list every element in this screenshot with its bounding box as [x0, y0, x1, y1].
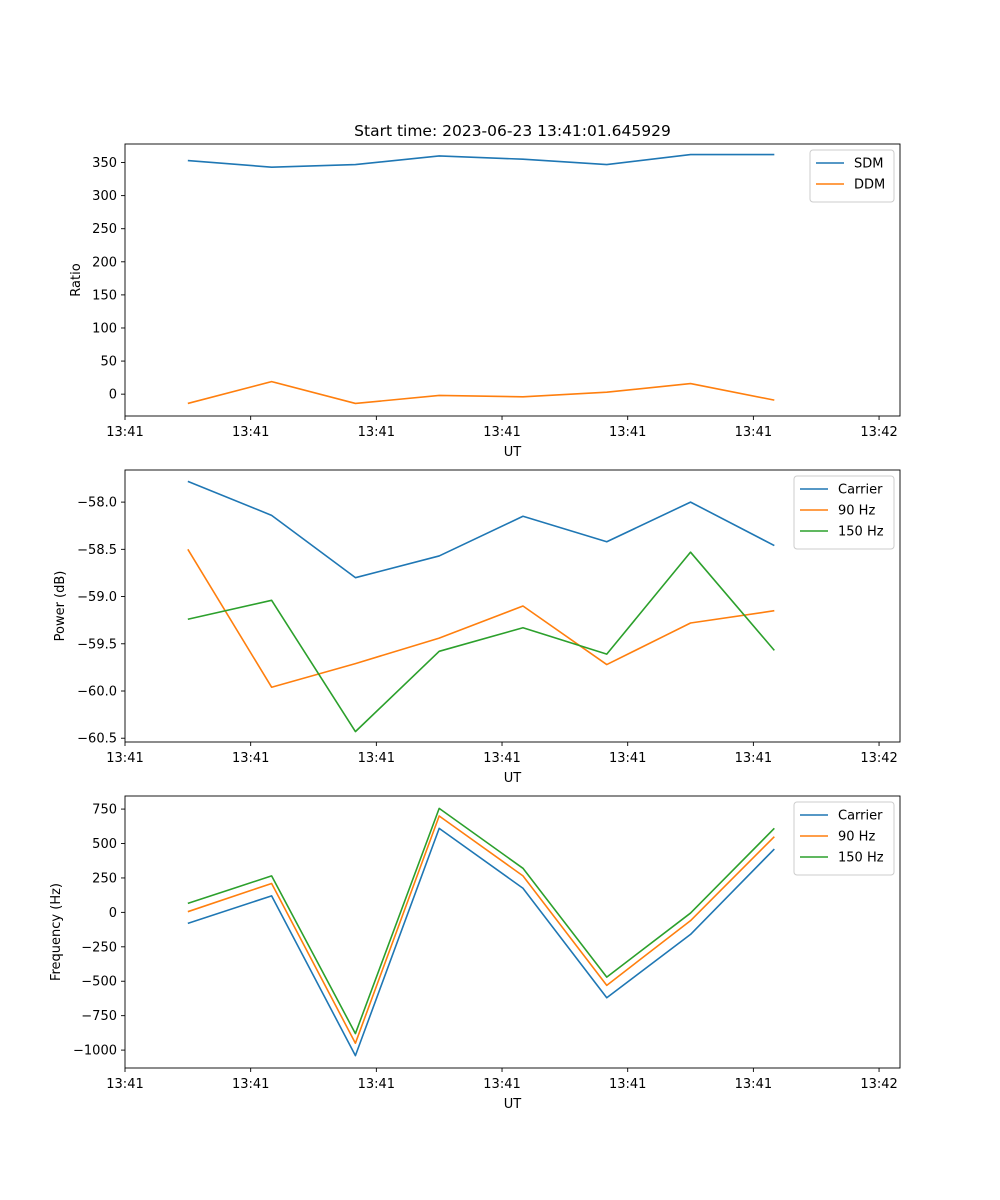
ratio-axes-frame [124, 143, 901, 417]
frequency-x-tick-label: 13:41 [232, 1077, 269, 1092]
ratio-x-tick-label: 13:41 [483, 425, 520, 440]
figure-title: Start time: 2023-06-23 13:41:01.645929 [354, 122, 671, 140]
ratio-legend-entry: SDM [854, 157, 883, 172]
power-panel: 13:41 13:41 13:41 13:41 13:41 13:41 13:42 −60.5… [53, 469, 901, 786]
frequency-y-tick-label: 750 [92, 803, 117, 818]
ratio-x-tick-label: 13:41 [735, 425, 772, 440]
power-y-tick-label: −58.0 [77, 496, 117, 511]
frequency-legend: Carrier 90 Hz 150 Hz [793, 801, 895, 876]
power-y-tick-label: −59.0 [77, 590, 117, 605]
power-y-tick-label: −60.0 [77, 685, 117, 700]
ratio-panel: 13:41 13:41 13:41 13:41 13:41 13:41 13:42 0 50 10… [69, 143, 901, 460]
power-x-tick-label: 13:42 [860, 751, 897, 766]
power-series-150-hz-line [187, 551, 775, 733]
frequency-series-90-hz-line [187, 815, 775, 1045]
frequency-axes-frame [124, 795, 901, 1069]
frequency-x-tick-label: 13:41 [609, 1077, 646, 1092]
frequency-y-axis-label: Frequency (Hz) [49, 883, 64, 981]
frequency-x-tick-label: 13:41 [358, 1077, 395, 1092]
power-x-tick-label: 13:41 [232, 751, 269, 766]
frequency-legend-entry: Carrier [838, 809, 883, 824]
ratio-x-tick-label: 13:41 [358, 425, 395, 440]
power-y-tick-label: −59.5 [77, 637, 117, 652]
frequency-y-tick-label: −1000 [73, 1044, 117, 1059]
power-y-tick-label: −58.5 [77, 543, 117, 558]
power-x-tick-label: 13:41 [735, 751, 772, 766]
power-y-axis-label: Power (dB) [53, 571, 68, 642]
ratio-legend-entry: DDM [854, 178, 885, 193]
power-axes-frame [124, 469, 901, 743]
frequency-panel: 13:41 13:41 13:41 13:41 13:41 13:41 13:42 −1000… [49, 795, 901, 1112]
ratio-y-tick-label: 200 [92, 255, 117, 270]
frequency-series-150-hz-line [187, 807, 775, 1035]
frequency-y-tick-label: 500 [92, 837, 117, 852]
frequency-x-axis-label: UT [504, 1097, 522, 1112]
frequency-x-tick-label: 13:41 [483, 1077, 520, 1092]
ratio-x-tick-label: 13:41 [232, 425, 269, 440]
frequency-y-tick-label: −500 [81, 975, 117, 990]
power-legend-entry: 90 Hz [838, 504, 875, 519]
ratio-y-axis-label: Ratio [69, 263, 84, 296]
ratio-y-tick-label: 150 [92, 288, 117, 303]
ratio-y-tick-label: 250 [92, 222, 117, 237]
frequency-y-tick-label: 250 [92, 871, 117, 886]
power-x-tick-label: 13:41 [609, 751, 646, 766]
frequency-x-tick-label: 13:42 [860, 1077, 897, 1092]
power-legend-entry: Carrier [838, 483, 883, 498]
power-legend: Carrier 90 Hz 150 Hz [793, 475, 895, 550]
ratio-y-tick-label: 50 [100, 355, 117, 370]
frequency-legend-entry: 150 Hz [838, 851, 884, 866]
ratio-series-sdm-line [187, 153, 775, 168]
power-x-tick-label: 13:41 [358, 751, 395, 766]
power-x-tick-label: 13:41 [483, 751, 520, 766]
ratio-x-tick-label: 13:41 [106, 425, 143, 440]
frequency-y-tick-label: −250 [81, 940, 117, 955]
ratio-y-tick-label: 300 [92, 189, 117, 204]
ratio-y-tick-label: 100 [92, 321, 117, 336]
ratio-y-tick-label: 350 [92, 156, 117, 171]
ratio-series-ddm-line [187, 380, 775, 405]
frequency-y-tick-label: −750 [81, 1009, 117, 1024]
frequency-legend-entry: 90 Hz [838, 830, 875, 845]
power-series-carrier-line [187, 480, 775, 579]
ratio-x-tick-label: 13:41 [609, 425, 646, 440]
ratio-legend: SDM DDM [809, 149, 895, 203]
power-legend-entry: 150 Hz [838, 525, 884, 540]
ratio-y-tick-label: 0 [109, 388, 117, 403]
frequency-series-carrier-line [187, 827, 775, 1057]
power-x-axis-label: UT [504, 771, 522, 786]
frequency-x-tick-label: 13:41 [735, 1077, 772, 1092]
power-y-tick-label: −60.5 [77, 732, 117, 747]
power-series-90-hz-line [187, 548, 775, 689]
frequency-x-tick-label: 13:41 [106, 1077, 143, 1092]
frequency-y-tick-label: 0 [109, 906, 117, 921]
ratio-x-axis-label: UT [504, 445, 522, 460]
power-x-tick-label: 13:41 [106, 751, 143, 766]
ratio-x-tick-label: 13:42 [860, 425, 897, 440]
